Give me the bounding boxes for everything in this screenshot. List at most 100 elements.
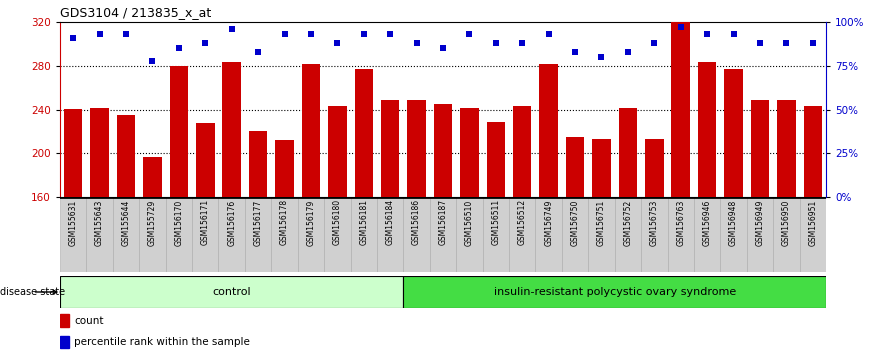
Bar xyxy=(170,66,189,197)
Text: GSM156184: GSM156184 xyxy=(386,199,395,245)
Text: GSM156180: GSM156180 xyxy=(333,199,342,245)
Point xyxy=(278,32,292,37)
Bar xyxy=(777,100,796,197)
Bar xyxy=(328,106,346,197)
Point xyxy=(436,45,450,51)
Bar xyxy=(641,197,668,272)
Text: GSM156170: GSM156170 xyxy=(174,199,183,246)
Bar xyxy=(589,197,615,272)
Point xyxy=(463,32,477,37)
Point xyxy=(198,40,212,46)
Bar xyxy=(324,197,351,272)
Bar xyxy=(218,197,245,272)
Bar xyxy=(721,197,747,272)
Point xyxy=(145,58,159,63)
Bar xyxy=(354,69,373,197)
Bar xyxy=(774,197,800,272)
Point xyxy=(727,32,741,37)
Point xyxy=(357,32,371,37)
Bar xyxy=(562,197,589,272)
Bar xyxy=(751,100,769,197)
Bar xyxy=(668,197,694,272)
Point xyxy=(595,54,609,60)
Text: GSM156753: GSM156753 xyxy=(650,199,659,246)
Text: GSM156752: GSM156752 xyxy=(624,199,633,246)
Bar xyxy=(60,314,69,327)
Bar xyxy=(222,62,241,197)
Text: GSM155644: GSM155644 xyxy=(122,199,130,246)
Text: GSM156512: GSM156512 xyxy=(518,199,527,245)
Point xyxy=(489,40,503,46)
Bar xyxy=(747,197,774,272)
Bar xyxy=(377,197,403,272)
Text: GSM156949: GSM156949 xyxy=(756,199,765,246)
Bar xyxy=(381,100,399,197)
Text: GSM156750: GSM156750 xyxy=(571,199,580,246)
Bar xyxy=(248,131,267,197)
Point xyxy=(66,35,80,41)
Point xyxy=(674,24,688,30)
Bar xyxy=(694,197,721,272)
Bar xyxy=(144,156,162,197)
Text: GSM155631: GSM155631 xyxy=(69,199,78,246)
Text: GSM156948: GSM156948 xyxy=(729,199,738,246)
Bar xyxy=(460,108,478,197)
Bar xyxy=(86,197,113,272)
Bar xyxy=(301,64,320,197)
Point xyxy=(330,40,344,46)
Text: GSM155729: GSM155729 xyxy=(148,199,157,246)
Bar xyxy=(91,108,109,197)
Bar xyxy=(615,197,641,272)
Bar xyxy=(800,197,826,272)
Text: GSM155643: GSM155643 xyxy=(95,199,104,246)
Text: GSM156187: GSM156187 xyxy=(439,199,448,245)
Bar xyxy=(566,137,584,197)
Bar xyxy=(483,197,509,272)
Text: GSM156186: GSM156186 xyxy=(412,199,421,245)
Text: GSM156950: GSM156950 xyxy=(781,199,791,246)
Bar xyxy=(245,197,271,272)
Point xyxy=(225,26,239,32)
Point xyxy=(93,32,107,37)
Point xyxy=(304,32,318,37)
Bar xyxy=(117,115,136,197)
Text: GSM156178: GSM156178 xyxy=(280,199,289,245)
Bar xyxy=(671,22,690,197)
Text: GSM156171: GSM156171 xyxy=(201,199,210,245)
Bar xyxy=(403,197,430,272)
Bar xyxy=(509,197,536,272)
Text: GSM156177: GSM156177 xyxy=(254,199,263,246)
Point xyxy=(542,32,556,37)
Bar xyxy=(486,121,505,197)
Bar xyxy=(139,197,166,272)
Point xyxy=(753,40,767,46)
Point xyxy=(251,49,265,55)
Point xyxy=(172,45,186,51)
Bar xyxy=(271,197,298,272)
Bar xyxy=(592,139,611,197)
Point xyxy=(648,40,662,46)
Bar xyxy=(64,109,83,197)
Text: GSM156763: GSM156763 xyxy=(677,199,685,246)
Text: GSM156951: GSM156951 xyxy=(808,199,818,246)
Point xyxy=(119,32,133,37)
Text: control: control xyxy=(212,287,251,297)
Bar xyxy=(645,139,663,197)
Bar xyxy=(60,276,403,308)
Point xyxy=(515,40,529,46)
Bar xyxy=(698,62,716,197)
Text: count: count xyxy=(74,316,103,326)
Text: GSM156749: GSM156749 xyxy=(544,199,553,246)
Point xyxy=(410,40,424,46)
Point xyxy=(383,32,397,37)
Bar xyxy=(60,197,86,272)
Bar xyxy=(536,197,562,272)
Bar xyxy=(60,336,69,348)
Text: GSM156511: GSM156511 xyxy=(492,199,500,245)
Bar xyxy=(513,106,531,197)
Point xyxy=(621,49,635,55)
Bar xyxy=(433,104,452,197)
Text: GSM156181: GSM156181 xyxy=(359,199,368,245)
Text: GSM156946: GSM156946 xyxy=(703,199,712,246)
Bar xyxy=(456,197,483,272)
